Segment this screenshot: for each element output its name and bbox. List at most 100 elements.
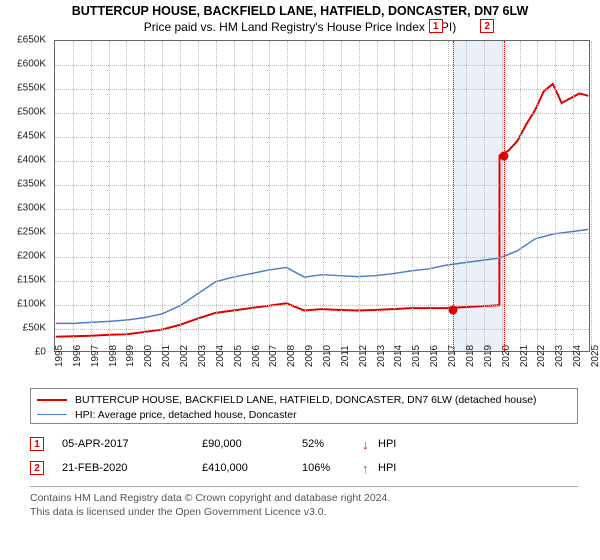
y-axis-label: £0 (6, 347, 50, 358)
marker-dot-2 (500, 152, 509, 161)
gridline-v (555, 41, 556, 351)
chart-title-block: BUTTERCUP HOUSE, BACKFIELD LANE, HATFIEL… (0, 0, 600, 34)
event-pct-1: 52% (302, 438, 362, 450)
gridline-h (55, 257, 589, 258)
event-row-1: 1 05-APR-2017 £90,000 52% ↓ HPI (30, 432, 578, 456)
event-badge-1: 1 (30, 437, 44, 451)
gridline-v (430, 41, 431, 351)
legend-row-hpi: HPI: Average price, detached house, Donc… (37, 407, 571, 422)
gridline-v (305, 41, 306, 351)
legend-box: BUTTERCUP HOUSE, BACKFIELD LANE, HATFIEL… (30, 388, 578, 424)
marker-badge-2: 2 (480, 19, 494, 33)
gridline-v (537, 41, 538, 351)
plot-area: 12 (54, 40, 590, 352)
gridline-h (55, 329, 589, 330)
arrow-up-icon: ↑ (362, 461, 378, 476)
gridline-v (109, 41, 110, 351)
y-axis-label: £100K (6, 299, 50, 310)
x-axis-label: 2017 (447, 345, 458, 367)
gridline-v (341, 41, 342, 351)
x-axis-label: 2021 (519, 345, 530, 367)
y-axis-label: £400K (6, 155, 50, 166)
gridline-v (484, 41, 485, 351)
gridline-h (55, 209, 589, 210)
x-axis-label: 1999 (125, 345, 136, 367)
x-axis-label: 2008 (286, 345, 297, 367)
x-axis-label: 2005 (233, 345, 244, 367)
event-date-1: 05-APR-2017 (62, 438, 202, 450)
gridline-v (448, 41, 449, 351)
chart-title-line2: Price paid vs. HM Land Registry's House … (0, 20, 600, 34)
x-axis-label: 2001 (161, 345, 172, 367)
gridline-v (323, 41, 324, 351)
chart-container: 12 £0£50K£100K£150K£200K£250K£300K£350K£… (10, 40, 590, 378)
x-axis-label: 2015 (411, 345, 422, 367)
gridline-v (359, 41, 360, 351)
x-axis-label: 2009 (304, 345, 315, 367)
event-suffix-1: HPI (378, 438, 396, 450)
x-axis-label: 1996 (72, 345, 83, 367)
x-axis-label: 2014 (393, 345, 404, 367)
x-axis-label: 2002 (179, 345, 190, 367)
gridline-v (520, 41, 521, 351)
gridline-v (198, 41, 199, 351)
x-axis-label: 2011 (340, 345, 351, 367)
y-axis-label: £550K (6, 83, 50, 94)
gridline-v (377, 41, 378, 351)
x-axis-label: 2000 (143, 345, 154, 367)
gridline-v (573, 41, 574, 351)
x-axis-label: 2007 (268, 345, 279, 367)
gridline-v (162, 41, 163, 351)
gridline-v (91, 41, 92, 351)
x-axis-label: 2016 (429, 345, 440, 367)
y-axis-label: £500K (6, 107, 50, 118)
legend-label-hpi: HPI: Average price, detached house, Donc… (75, 409, 297, 421)
y-axis-label: £200K (6, 251, 50, 262)
x-axis-label: 2003 (197, 345, 208, 367)
legend-label-property: BUTTERCUP HOUSE, BACKFIELD LANE, HATFIEL… (75, 394, 537, 406)
gridline-h (55, 89, 589, 90)
gridline-v (144, 41, 145, 351)
gridline-v (73, 41, 74, 351)
y-axis-label: £150K (6, 275, 50, 286)
legend-swatch-property (37, 399, 67, 401)
gridline-h (55, 65, 589, 66)
x-axis-label: 1997 (90, 345, 101, 367)
x-axis-label: 2018 (465, 345, 476, 367)
event-price-1: £90,000 (202, 438, 302, 450)
gridline-h (55, 113, 589, 114)
legend-row-property: BUTTERCUP HOUSE, BACKFIELD LANE, HATFIEL… (37, 392, 571, 407)
x-axis-label: 2024 (572, 345, 583, 367)
event-date-2: 21-FEB-2020 (62, 462, 202, 474)
gridline-v (502, 41, 503, 351)
y-axis-label: £650K (6, 35, 50, 46)
gridline-h (55, 185, 589, 186)
arrow-down-icon: ↓ (362, 437, 378, 452)
y-axis-label: £450K (6, 131, 50, 142)
x-axis-label: 2006 (251, 345, 262, 367)
gridline-h (55, 137, 589, 138)
x-axis-label: 2023 (554, 345, 565, 367)
gridline-v (234, 41, 235, 351)
chart-title-line1: BUTTERCUP HOUSE, BACKFIELD LANE, HATFIEL… (0, 4, 600, 18)
gridline-v (287, 41, 288, 351)
marker-dot-1 (448, 305, 457, 314)
gridline-h (55, 233, 589, 234)
gridline-v (252, 41, 253, 351)
x-axis-label: 2020 (501, 345, 512, 367)
x-axis-label: 2010 (322, 345, 333, 367)
events-block: 1 05-APR-2017 £90,000 52% ↓ HPI 2 21-FEB… (30, 432, 578, 480)
gridline-h (55, 161, 589, 162)
gridline-v (591, 41, 592, 351)
gridline-v (269, 41, 270, 351)
event-price-2: £410,000 (202, 462, 302, 474)
gridline-v (126, 41, 127, 351)
gridline-h (55, 281, 589, 282)
y-axis-label: £600K (6, 59, 50, 70)
gridline-v (180, 41, 181, 351)
y-axis-label: £250K (6, 227, 50, 238)
marker-line-2 (504, 41, 505, 351)
y-axis-label: £350K (6, 179, 50, 190)
x-axis-label: 1998 (108, 345, 119, 367)
x-axis-label: 2019 (483, 345, 494, 367)
